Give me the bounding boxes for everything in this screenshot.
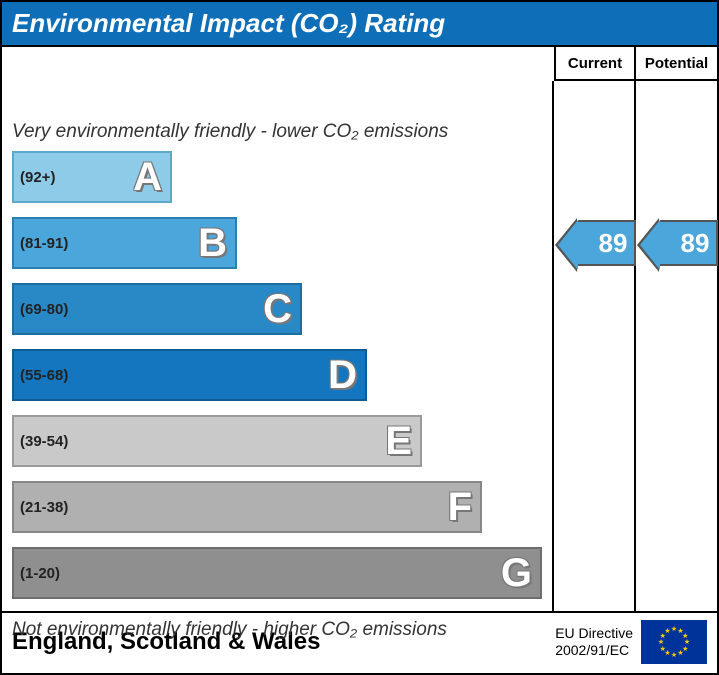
- band-range: (55-68): [20, 367, 68, 384]
- bands-zone: Very environmentally friendly - lower CO…: [2, 81, 554, 611]
- band-d: (55-68) D: [12, 349, 367, 401]
- band-e: (39-54) E: [12, 415, 422, 467]
- band-letter: C: [263, 287, 292, 332]
- column-divider: [634, 81, 636, 611]
- eu-star-icon: ★: [671, 625, 677, 633]
- eu-star-icon: ★: [671, 651, 677, 659]
- eu-star-icon: ★: [677, 649, 683, 657]
- upper-caption: Very environmentally friendly - lower CO…: [12, 121, 448, 143]
- directive-block: EU Directive 2002/91/EC ★★★★★★★★★★★★: [555, 620, 707, 664]
- band-letter: G: [501, 551, 532, 596]
- directive-line1: EU Directive: [555, 625, 633, 641]
- arrow-head-icon: [558, 220, 578, 270]
- arrow-head-icon: [640, 220, 660, 270]
- band-f: (21-38) F: [12, 481, 482, 533]
- band-c: (69-80) C: [12, 283, 302, 335]
- band-letter: A: [133, 155, 162, 200]
- band-range: (39-54): [20, 433, 68, 450]
- band-g: (1-20) G: [12, 547, 542, 599]
- band-range: (81-91): [20, 235, 68, 252]
- title-text: Environmental Impact (CO₂) Rating: [12, 8, 445, 38]
- band-letter: E: [385, 419, 412, 464]
- eu-star-ring: ★★★★★★★★★★★★: [659, 627, 689, 657]
- band-range: (92+): [20, 169, 55, 186]
- lower-caption: Not environmentally friendly - higher CO…: [12, 619, 447, 641]
- band-letter: D: [328, 353, 357, 398]
- eu-flag-icon: ★★★★★★★★★★★★: [641, 620, 707, 664]
- band-b: (81-91) B: [12, 217, 237, 269]
- column-header-potential: Potential: [634, 47, 717, 81]
- band-range: (21-38): [20, 499, 68, 516]
- directive-text: EU Directive 2002/91/EC: [555, 625, 633, 659]
- epc-rating-chart: Environmental Impact (CO₂) Rating Curren…: [0, 0, 719, 675]
- eu-star-icon: ★: [664, 627, 670, 635]
- rating-arrow-current: 89: [578, 220, 636, 266]
- directive-line2: 2002/91/EC: [555, 642, 629, 658]
- band-letter: F: [448, 485, 472, 530]
- chart-body: Current Potential Very environmentally f…: [2, 47, 717, 611]
- band-letter: B: [198, 221, 227, 266]
- rating-arrow-potential: 89: [660, 220, 718, 266]
- band-a: (92+) A: [12, 151, 172, 203]
- band-range: (69-80): [20, 301, 68, 318]
- band-range: (1-20): [20, 565, 60, 582]
- chart-title: Environmental Impact (CO₂) Rating: [2, 2, 717, 47]
- column-header-current: Current: [554, 47, 634, 81]
